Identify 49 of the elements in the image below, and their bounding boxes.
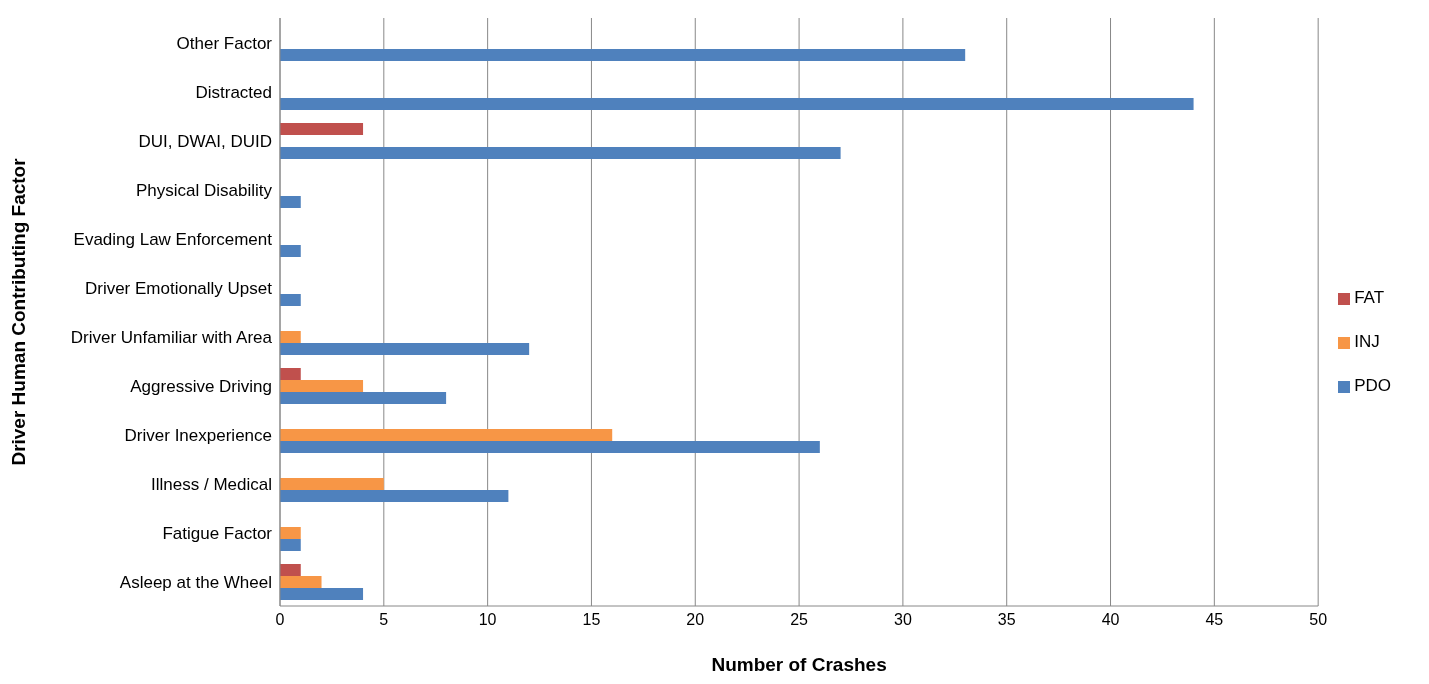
x-tick-label: 35 xyxy=(997,611,1016,629)
y-tick-label: Evading Law Enforcement xyxy=(73,229,273,249)
bar xyxy=(280,98,1194,110)
x-axis-title: Number of Crashes xyxy=(711,654,887,676)
y-tick-label: Driver Unfamiliar with Area xyxy=(70,327,273,347)
bar xyxy=(280,196,301,208)
x-tick-label: 15 xyxy=(582,611,601,629)
bar xyxy=(280,588,364,600)
bar xyxy=(280,539,301,551)
x-tick-label: 20 xyxy=(686,611,705,629)
y-tick-label: DUI, DWAI, DUID xyxy=(138,131,272,151)
bar xyxy=(280,147,841,159)
y-tick-label: Driver Inexperience xyxy=(124,425,272,445)
bar xyxy=(280,576,322,588)
bar xyxy=(280,527,301,539)
x-tick-label: 25 xyxy=(790,611,809,629)
bar xyxy=(280,564,301,576)
bar xyxy=(280,245,301,257)
bar xyxy=(280,478,384,490)
bar xyxy=(280,331,301,343)
bar xyxy=(280,429,613,441)
x-tick-label: 5 xyxy=(379,611,389,629)
bar xyxy=(280,294,301,306)
y-tick-label: Illness / Medical xyxy=(151,474,272,494)
bar xyxy=(280,368,301,380)
y-tick-label: Aggressive Driving xyxy=(130,376,272,396)
x-tick-label: 45 xyxy=(1205,611,1224,629)
y-tick-label: Fatigue Factor xyxy=(162,523,273,543)
y-tick-label: Other Factor xyxy=(176,33,273,53)
bar xyxy=(280,380,364,392)
bar xyxy=(280,392,447,404)
x-tick-label: 0 xyxy=(275,611,285,629)
legend-label: INJ xyxy=(1354,332,1380,351)
bar xyxy=(280,441,820,453)
y-tick-label: Asleep at the Wheel xyxy=(119,572,272,592)
bar xyxy=(280,343,530,355)
x-tick-label: 50 xyxy=(1309,611,1328,629)
legend-label: PDO xyxy=(1354,376,1391,395)
legend-label: FAT xyxy=(1354,288,1385,307)
x-tick-label: 10 xyxy=(478,611,497,629)
x-tick-label: 40 xyxy=(1101,611,1120,629)
y-axis-title: Driver Human Contributing Factor xyxy=(7,157,29,466)
y-tick-label: Distracted xyxy=(195,82,272,102)
y-tick-label: Driver Emotionally Upset xyxy=(84,278,273,298)
bar xyxy=(280,123,364,135)
bar xyxy=(280,49,966,61)
bar xyxy=(280,490,509,502)
y-tick-label: Physical Disability xyxy=(135,180,273,200)
x-tick-label: 30 xyxy=(894,611,912,629)
